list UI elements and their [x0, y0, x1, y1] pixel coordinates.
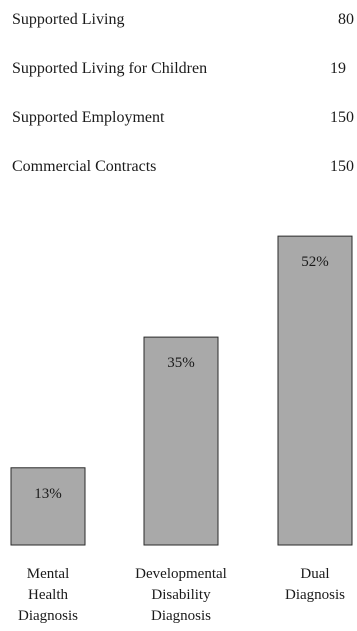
- bar: [277, 235, 353, 546]
- bar-value-label: 35%: [167, 355, 195, 371]
- category-labels-layer: Mental Health Diagnosis Developmental Disabi…: [18, 566, 345, 624]
- category-label: Dual Diagnosis: [285, 566, 345, 603]
- list-item: Supported Employment 150: [12, 106, 354, 130]
- category-label-line: Diagnosis: [151, 608, 211, 624]
- service-count: 150: [330, 158, 354, 175]
- bar: [10, 467, 86, 546]
- list-item: Supported Living 80: [12, 8, 354, 32]
- service-label: Commercial Contracts: [12, 158, 157, 175]
- category-label: Mental Health Diagnosis: [18, 566, 78, 624]
- bar-value-label: 13%: [34, 486, 62, 502]
- bar: [143, 336, 219, 546]
- service-label: Supported Living for Children: [12, 60, 208, 77]
- category-label-line: Dual: [300, 566, 329, 582]
- list-item: Commercial Contracts 150: [12, 155, 354, 179]
- diagnosis-bar-chart: 13%35%52% Mental Health DiagnosisDevelopme…: [10, 235, 353, 624]
- bars-layer: 13% 35% 52%: [10, 235, 353, 546]
- service-label: Supported Living: [12, 11, 125, 28]
- service-label: Supported Employment: [12, 109, 165, 126]
- list-item: Supported Living for Children 19: [12, 57, 354, 81]
- category-label-line: Disability: [151, 587, 211, 603]
- category-label-line: Developmental: [135, 566, 227, 582]
- category-label: Developmental Disability Diagnosis: [135, 566, 227, 624]
- category-label-line: Health: [28, 587, 68, 603]
- bar-value-label: 52%: [301, 254, 329, 270]
- service-count: 150: [330, 109, 354, 126]
- category-label-line: Diagnosis: [285, 587, 345, 603]
- category-label-line: Mental: [27, 566, 70, 582]
- category-label-line: Diagnosis: [18, 608, 78, 624]
- service-count: 19: [330, 60, 346, 77]
- service-count: 80: [338, 11, 354, 28]
